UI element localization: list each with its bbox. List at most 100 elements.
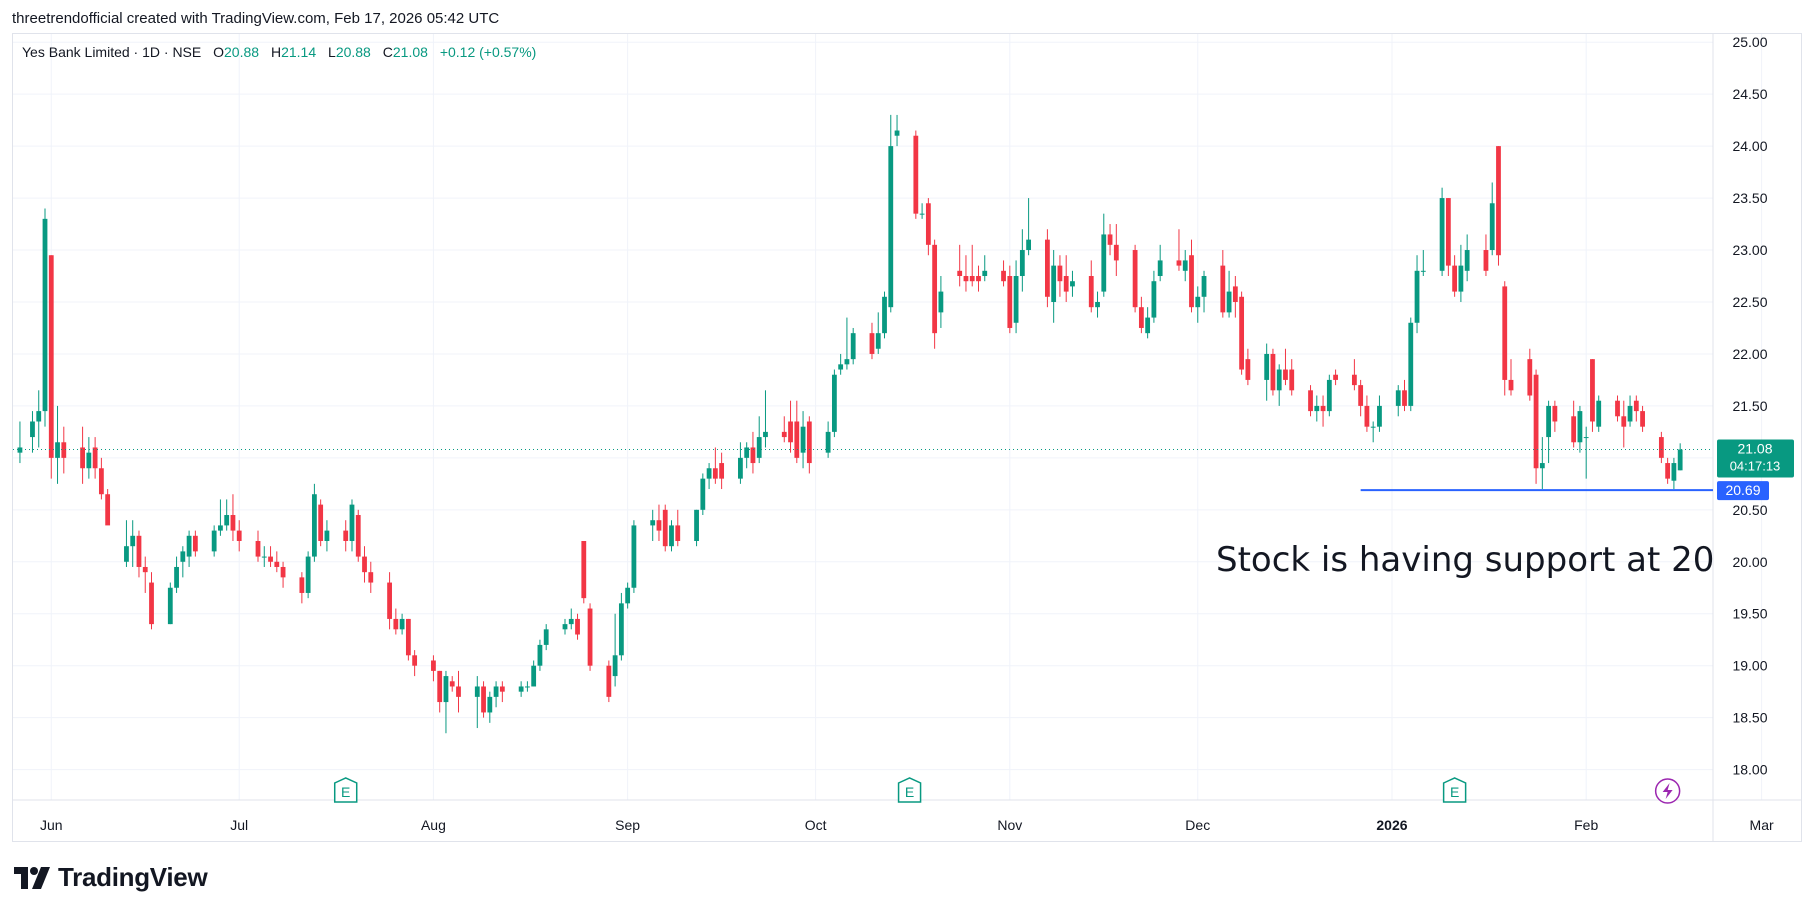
- candle[interactable]: [130, 520, 136, 567]
- candle[interactable]: [825, 421, 831, 458]
- candle[interactable]: [1320, 395, 1326, 427]
- candle[interactable]: [92, 437, 98, 479]
- candle[interactable]: [1546, 400, 1551, 464]
- candle[interactable]: [431, 655, 436, 682]
- candle[interactable]: [738, 442, 743, 484]
- candle[interactable]: [700, 473, 706, 516]
- candle[interactable]: [1439, 187, 1445, 277]
- candle[interactable]: [180, 546, 186, 578]
- candle[interactable]: [1458, 244, 1464, 302]
- tradingview-brand[interactable]: TradingView: [14, 862, 208, 893]
- candle[interactable]: [86, 437, 92, 479]
- candle[interactable]: [186, 530, 192, 567]
- candle[interactable]: [1351, 359, 1357, 391]
- candle[interactable]: [443, 670, 449, 734]
- candle[interactable]: [794, 400, 800, 464]
- candle[interactable]: [694, 509, 699, 547]
- candle[interactable]: [1590, 359, 1595, 432]
- candle[interactable]: [368, 561, 374, 593]
- candle[interactable]: [1157, 244, 1163, 282]
- candle[interactable]: [806, 416, 812, 474]
- candle[interactable]: [543, 624, 549, 651]
- candle[interactable]: [167, 582, 173, 625]
- candle[interactable]: [1420, 250, 1426, 277]
- candle[interactable]: [499, 681, 505, 703]
- candle[interactable]: [1370, 421, 1376, 443]
- candle[interactable]: [1583, 426, 1589, 479]
- candle[interactable]: [355, 509, 361, 562]
- candle[interactable]: [280, 561, 286, 588]
- candle[interactable]: [274, 551, 280, 573]
- candle[interactable]: [1220, 250, 1226, 318]
- candle[interactable]: [575, 613, 580, 640]
- candle[interactable]: [788, 400, 793, 453]
- candle[interactable]: [61, 426, 67, 474]
- candle[interactable]: [913, 130, 919, 219]
- candle[interactable]: [587, 603, 593, 671]
- candle[interactable]: [1276, 364, 1282, 406]
- candle[interactable]: [305, 551, 311, 599]
- candle[interactable]: [1308, 385, 1313, 417]
- candle[interactable]: [894, 114, 900, 147]
- candle[interactable]: [938, 276, 944, 328]
- candle[interactable]: [568, 608, 574, 630]
- candle[interactable]: [525, 681, 530, 692]
- candle[interactable]: [537, 639, 543, 671]
- candle[interactable]: [662, 504, 668, 552]
- candle[interactable]: [211, 525, 217, 557]
- candle[interactable]: [1533, 369, 1539, 484]
- candle[interactable]: [1101, 213, 1107, 297]
- candle[interactable]: [618, 592, 624, 661]
- candle[interactable]: [1226, 270, 1232, 318]
- candle[interactable]: [42, 208, 48, 427]
- candle[interactable]: [831, 369, 837, 438]
- candle[interactable]: [1445, 198, 1451, 277]
- candle[interactable]: [255, 530, 261, 562]
- candle[interactable]: [1333, 369, 1338, 386]
- candle[interactable]: [1483, 234, 1489, 277]
- candle[interactable]: [976, 265, 981, 292]
- candle[interactable]: [1414, 255, 1420, 334]
- candle[interactable]: [518, 681, 524, 697]
- candle[interactable]: [324, 520, 330, 552]
- candle[interactable]: [1095, 291, 1100, 318]
- candle[interactable]: [982, 255, 988, 282]
- candle[interactable]: [1045, 229, 1050, 308]
- candle[interactable]: [1026, 198, 1032, 256]
- candle[interactable]: [606, 660, 612, 703]
- candle[interactable]: [1671, 457, 1677, 490]
- candle[interactable]: [744, 442, 750, 469]
- candle[interactable]: [1088, 260, 1094, 313]
- candle[interactable]: [142, 556, 148, 593]
- candle[interactable]: [387, 572, 392, 630]
- candle[interactable]: [1577, 405, 1583, 453]
- candle[interactable]: [1571, 400, 1577, 448]
- candle[interactable]: [1452, 255, 1458, 297]
- candle[interactable]: [1665, 457, 1671, 484]
- candle[interactable]: [1051, 250, 1057, 323]
- candle[interactable]: [650, 509, 656, 541]
- candle[interactable]: [838, 353, 844, 375]
- candle[interactable]: [405, 618, 411, 661]
- candle[interactable]: [1621, 400, 1627, 448]
- candle[interactable]: [882, 291, 887, 339]
- candle[interactable]: [412, 650, 418, 677]
- candle[interactable]: [30, 411, 35, 453]
- candle[interactable]: [631, 520, 637, 593]
- candle[interactable]: [888, 114, 894, 313]
- candle[interactable]: [1489, 182, 1495, 256]
- candle[interactable]: [763, 390, 768, 448]
- candle[interactable]: [1138, 296, 1144, 334]
- candle[interactable]: [932, 239, 938, 349]
- candle[interactable]: [261, 546, 267, 567]
- candle[interactable]: [1539, 437, 1545, 490]
- candle[interactable]: [781, 416, 787, 443]
- earnings-marker-icon[interactable]: E: [333, 777, 358, 803]
- candle[interactable]: [449, 676, 455, 692]
- candle[interactable]: [218, 499, 223, 536]
- candle[interactable]: [925, 198, 931, 256]
- candle[interactable]: [1264, 343, 1270, 401]
- candle[interactable]: [493, 681, 499, 708]
- candle[interactable]: [1145, 307, 1151, 339]
